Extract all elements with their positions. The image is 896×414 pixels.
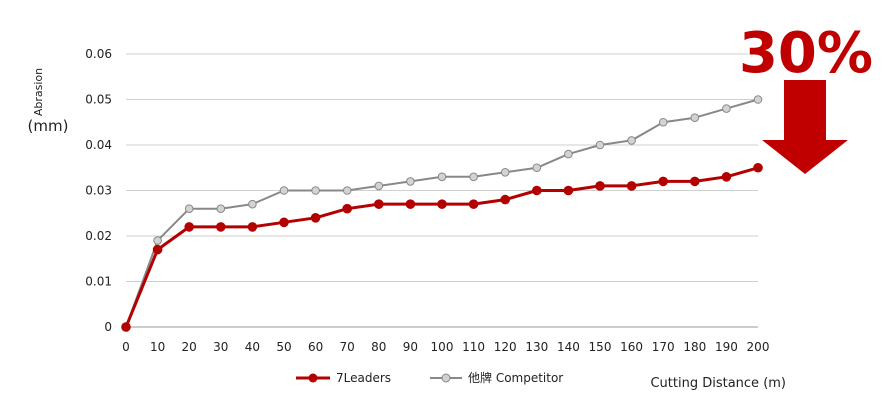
x-axis-label: Cutting Distance (m) [650, 376, 786, 391]
data-point [247, 222, 258, 232]
data-point [627, 136, 636, 145]
data-point [722, 104, 731, 113]
y-tick-label: 0.03 [85, 184, 112, 198]
legend-marker-7leaders [308, 373, 318, 383]
y-axis-unit: (mm) [28, 117, 69, 135]
data-point [279, 186, 289, 195]
data-point [184, 222, 194, 232]
x-tick-label: 110 [462, 340, 485, 354]
y-axis-label: Abrasion [32, 68, 45, 116]
x-tick-label: 80 [371, 340, 386, 354]
data-point [658, 117, 668, 127]
x-tick-label: 190 [715, 340, 738, 354]
data-point [595, 140, 605, 150]
y-tick-label: 0.04 [85, 138, 112, 152]
data-point [532, 185, 542, 196]
data-point [374, 199, 384, 209]
x-tick-label: 150 [589, 340, 612, 354]
data-point [721, 172, 732, 182]
legend-label-competitor: 他牌 Competitor [468, 371, 563, 385]
data-point [532, 163, 542, 173]
x-tick-label: 200 [747, 340, 770, 354]
data-point [248, 199, 257, 209]
data-point [626, 181, 637, 191]
data-point [753, 162, 763, 173]
x-tick-label: 60 [308, 340, 323, 354]
data-point [690, 176, 700, 187]
data-point [595, 181, 605, 191]
legend: 7Leaders 他牌 Competitor [296, 371, 563, 385]
gridlines [126, 53, 758, 328]
x-tick-label: 90 [403, 340, 418, 354]
x-tick-label: 30 [213, 340, 228, 354]
data-point [405, 199, 416, 209]
x-tick-label: 0 [122, 340, 130, 354]
x-tick-label: 100 [431, 340, 454, 354]
reduction-percent-label: 30% [739, 21, 873, 86]
y-tick-label: 0.06 [85, 47, 112, 61]
series-line [125, 98, 759, 328]
x-tick-label: 140 [557, 340, 580, 354]
data-point [406, 177, 415, 186]
series-7leaders [121, 162, 763, 332]
data-point [121, 322, 131, 332]
data-point [152, 244, 163, 255]
data-point [374, 181, 384, 191]
data-point [311, 186, 320, 195]
legend-marker-competitor [441, 373, 451, 383]
series-group [121, 95, 763, 332]
x-tick-label: 50 [276, 340, 291, 354]
x-tick-label: 120 [494, 340, 517, 354]
reduction-callout: 30% [737, 20, 875, 174]
x-tick-label: 130 [525, 340, 548, 354]
down-arrow-icon [762, 80, 848, 174]
data-point [437, 172, 447, 182]
data-point [342, 186, 352, 195]
data-point [184, 204, 194, 213]
data-point [310, 213, 321, 223]
x-tick-label: 180 [683, 340, 706, 354]
y-axis-ticks: 0.06 0.05 0.04 0.03 0.02 0.01 0 [85, 47, 112, 334]
data-point [468, 199, 479, 209]
x-tick-label: 70 [340, 340, 355, 354]
x-tick-label: 20 [182, 340, 197, 354]
data-point [342, 203, 353, 214]
data-point [469, 172, 478, 182]
x-tick-label: 10 [150, 340, 165, 354]
data-point [753, 95, 763, 104]
x-tick-label: 40 [245, 340, 260, 354]
data-point [500, 194, 511, 205]
legend-label-7leaders: 7Leaders [336, 371, 391, 385]
x-tick-label: 160 [620, 340, 643, 354]
y-tick-label: 0.05 [85, 93, 112, 107]
y-tick-label: 0.02 [85, 229, 112, 243]
data-point [690, 113, 700, 122]
data-point [153, 236, 162, 245]
y-tick-label: 0 [104, 320, 112, 334]
data-point [437, 199, 447, 209]
y-tick-label: 0.01 [85, 275, 112, 289]
x-tick-label: 170 [652, 340, 675, 354]
legend-item-competitor: 他牌 Competitor [430, 371, 563, 385]
data-point [563, 185, 574, 196]
data-point [279, 217, 289, 228]
data-point [216, 222, 226, 232]
legend-item-7leaders: 7Leaders [296, 371, 391, 385]
x-axis-ticks: 0 10 20 30 40 50 60 70 80 90 100 110 120 130 140 150 160… [122, 340, 769, 354]
data-point [500, 168, 510, 177]
data-point [564, 149, 573, 159]
series-competitor [121, 95, 763, 332]
series-line [124, 166, 759, 328]
data-point [658, 176, 668, 187]
data-point [216, 204, 226, 213]
